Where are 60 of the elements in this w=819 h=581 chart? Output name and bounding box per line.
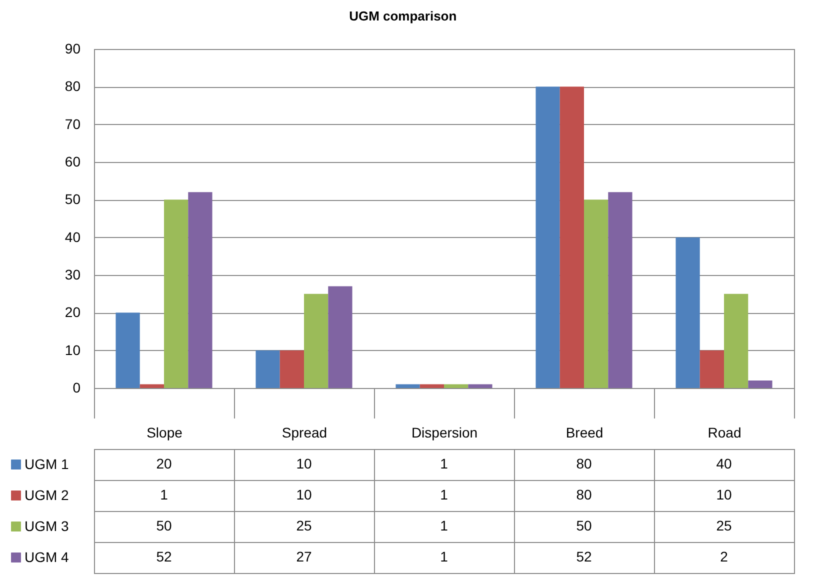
- y-tick-label: 10: [64, 342, 81, 358]
- bar: [256, 350, 280, 388]
- data-label: 1: [440, 486, 448, 502]
- data-label: 27: [296, 548, 312, 564]
- y-tick-label: 0: [72, 380, 81, 396]
- bar: [700, 350, 724, 388]
- x-tick-label: Breed: [566, 424, 604, 440]
- data-label: 1: [440, 456, 448, 472]
- x-tick-label: Spread: [282, 424, 328, 440]
- legend-label: UGM 3: [24, 518, 70, 534]
- bar: [396, 384, 420, 388]
- bar: [188, 192, 212, 388]
- legend-label: UGM 1: [24, 456, 70, 472]
- data-label: 1: [440, 548, 448, 564]
- bar: [328, 286, 352, 388]
- data-label: 10: [716, 486, 732, 502]
- data-label: 25: [716, 518, 732, 534]
- y-tick-label: 90: [64, 40, 81, 56]
- legend-label: UGM 2: [24, 487, 70, 503]
- data-label: 2: [720, 548, 728, 564]
- bar: [420, 384, 444, 388]
- data-label: 80: [576, 486, 592, 502]
- bar: [468, 384, 492, 388]
- data-label: 1: [440, 518, 448, 534]
- bar: [536, 86, 560, 388]
- bar: [676, 237, 700, 388]
- y-tick-label: 40: [64, 228, 81, 245]
- bar: [280, 350, 304, 388]
- data-label: 40: [716, 456, 732, 472]
- bar: [304, 294, 328, 388]
- bar: [140, 384, 164, 388]
- x-tick-label: Dispersion: [411, 424, 478, 440]
- y-tick-label: 30: [64, 266, 81, 282]
- bar: [444, 384, 468, 388]
- y-tick-label: 80: [64, 78, 81, 94]
- legend-label: UGM 4: [24, 549, 70, 565]
- data-label: 52: [576, 548, 592, 564]
- bar: [584, 200, 608, 388]
- data-label: 20: [156, 456, 172, 472]
- data-label: 25: [296, 518, 312, 534]
- data-label: 10: [296, 456, 312, 472]
- x-tick-label: Slope: [146, 424, 183, 440]
- bar: [116, 312, 140, 388]
- data-label: 52: [156, 548, 172, 564]
- data-label: 80: [576, 456, 592, 472]
- bar: [608, 192, 632, 388]
- bar: [748, 380, 772, 388]
- data-label: 1: [160, 486, 168, 502]
- bar: [724, 294, 748, 388]
- data-label: 10: [296, 486, 312, 502]
- x-tick-label: Road: [708, 424, 742, 440]
- y-tick-label: 60: [64, 154, 81, 170]
- data-label: 50: [156, 518, 172, 534]
- y-tick-label: 70: [64, 116, 81, 132]
- y-tick-label: 20: [64, 304, 81, 320]
- bar: [560, 86, 584, 388]
- chart-title: UGM comparison: [349, 8, 457, 24]
- data-label: 50: [576, 518, 592, 534]
- bar: [164, 200, 188, 388]
- y-tick-label: 50: [64, 191, 81, 208]
